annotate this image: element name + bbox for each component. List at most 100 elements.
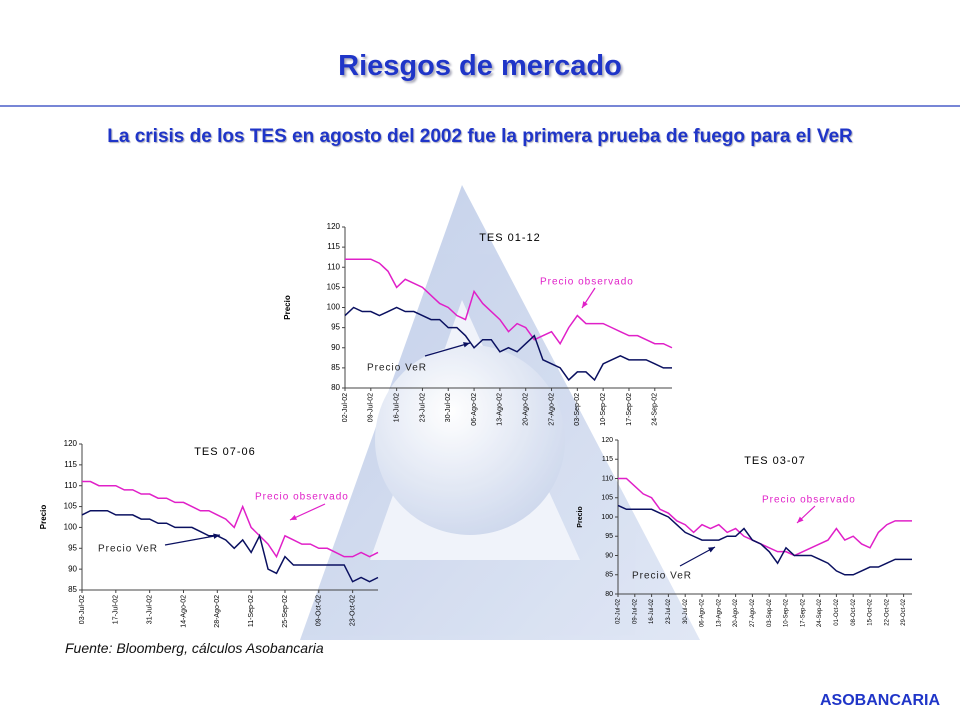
- x-tick-label: 09-Oct-02: [316, 595, 323, 626]
- x-tick-label: 17-Sep-02: [626, 393, 633, 426]
- x-tick-label: 27-Ago-02: [750, 598, 756, 627]
- x-tick-label: 24-Sep-02: [652, 393, 659, 426]
- y-tick-label: 105: [601, 495, 613, 502]
- series-line: [81, 509, 379, 583]
- y-tick-label: 115: [327, 242, 340, 251]
- x-tick-label: 09-Jul-02: [632, 598, 638, 624]
- series-line: [344, 306, 672, 382]
- x-tick-label: 22-Oct-02: [884, 598, 890, 625]
- x-tick-label: 15-Oct-02: [868, 598, 874, 625]
- chart: 85 90 95 100 105 110 115 120 03-Jul-02 17-Jul-02 3…: [39, 439, 379, 628]
- slide-title: Riesgos de mercado: [338, 50, 622, 82]
- y-tick-label: 110: [327, 262, 340, 271]
- x-tick-label: 01-Oct-02: [834, 598, 840, 625]
- y-tick-label: 100: [64, 523, 78, 532]
- x-tick-label: 20-Ago-02: [733, 598, 739, 627]
- y-tick-label: 85: [331, 363, 340, 372]
- x-tick-label: 23-Jul-02: [419, 393, 426, 422]
- y-tick-label: 95: [605, 533, 613, 540]
- x-tick-label: 14-Ago-02: [180, 595, 187, 628]
- x-tick-label: 24-Sep-02: [817, 598, 823, 627]
- arrow-head: [213, 533, 220, 539]
- x-tick-label: 17-Sep-02: [800, 598, 806, 627]
- x-tick-label: 30-Jul-02: [445, 393, 452, 422]
- series-annotation: Precio observado: [762, 495, 856, 506]
- series-line: [345, 258, 673, 349]
- x-tick-label: 03-Jul-02: [79, 595, 86, 624]
- x-tick-label: 23-Oct-02: [349, 595, 356, 626]
- annotation-arrow: [164, 534, 221, 546]
- y-tick-label: 120: [601, 437, 613, 444]
- footer-brand: ASOBANCARIA: [820, 692, 940, 709]
- x-tick-label: 10-Sep-02: [784, 598, 790, 627]
- x-tick-label: 29-Oct-02: [901, 598, 907, 625]
- x-tick-label: 13-Ago-02: [497, 393, 504, 426]
- y-tick-label: 120: [64, 439, 78, 448]
- x-tick-label: 03-Sep-02: [574, 393, 581, 426]
- series-annotation: Precio VeR: [98, 544, 158, 555]
- x-tick-label: 16-Jul-02: [649, 598, 655, 624]
- chart-title: TES 07-06: [194, 446, 256, 458]
- slide-subtitle: La crisis de los TES en agosto del 2002 …: [107, 126, 853, 147]
- y-tick-label: 85: [605, 572, 613, 579]
- series-annotation: Precio VeR: [632, 571, 692, 582]
- arrow-head: [708, 547, 715, 553]
- arrow-head: [290, 514, 297, 520]
- series-annotation: Precio observado: [255, 492, 349, 503]
- x-tick-label: 06-Ago-02: [700, 598, 706, 627]
- y-tick-label: 95: [68, 543, 77, 552]
- y-tick-label: 90: [605, 552, 613, 559]
- y-tick-label: 120: [327, 222, 341, 231]
- annotation-arrow: [424, 342, 471, 357]
- x-tick-label: 08-Oct-02: [851, 598, 857, 625]
- chart-title: TES 01-12: [479, 232, 541, 244]
- y-tick-label: 100: [327, 303, 341, 312]
- source-note: Fuente: Bloomberg, cálculos Asobancaria: [65, 640, 324, 656]
- y-axis-label: Precio: [39, 505, 48, 530]
- series-line: [82, 480, 379, 559]
- series-line: [618, 477, 912, 557]
- y-tick-label: 105: [64, 502, 78, 511]
- logo-sphere: [375, 345, 565, 535]
- x-tick-label: 06-Ago-02: [471, 393, 478, 426]
- y-tick-label: 90: [68, 564, 77, 573]
- logo: [300, 185, 700, 640]
- x-tick-label: 11-Sep-02: [248, 595, 255, 627]
- series-annotation: Precio VeR: [367, 363, 427, 374]
- series-line: [617, 504, 912, 576]
- y-tick-label: 90: [331, 343, 340, 352]
- y-tick-label: 115: [602, 456, 613, 463]
- x-tick-label: 10-Sep-02: [600, 393, 607, 426]
- x-tick-label: 20-Ago-02: [523, 393, 530, 426]
- x-tick-label: 31-Jul-02: [147, 595, 154, 624]
- x-tick-label: 02-Jul-02: [616, 598, 622, 624]
- y-tick-label: 100: [601, 514, 613, 521]
- y-tick-label: 115: [64, 460, 77, 469]
- chart-title: TES 03-07: [744, 455, 806, 467]
- x-tick-label: 16-Jul-02: [393, 393, 400, 422]
- x-tick-label: 09-Jul-02: [368, 393, 375, 422]
- annotation-arrow: [679, 546, 716, 567]
- chart: 80 85 90 95 100 105 110 115 120 02-Jul-02 09-Jul-0…: [283, 222, 673, 426]
- y-tick-label: 105: [327, 282, 341, 291]
- x-tick-label: 27-Ago-02: [548, 393, 555, 426]
- y-tick-label: 85: [68, 585, 77, 594]
- y-tick-label: 110: [602, 475, 613, 482]
- x-tick-label: 28-Ago-02: [214, 595, 221, 628]
- arrow-head: [797, 516, 804, 523]
- x-tick-label: 13-Ago-02: [716, 598, 722, 627]
- y-tick-label: 80: [331, 383, 340, 392]
- y-axis-label: Precio: [283, 295, 292, 320]
- y-tick-label: 95: [331, 323, 340, 332]
- x-tick-label: 25-Sep-02: [282, 595, 289, 628]
- arrow-head: [463, 342, 470, 348]
- x-tick-label: 02-Jul-02: [342, 393, 349, 422]
- arrow-head: [582, 301, 588, 308]
- series-annotation: Precio observado: [540, 277, 634, 288]
- y-tick-label: 80: [605, 591, 613, 598]
- x-tick-label: 03-Sep-02: [767, 598, 773, 627]
- chart: 80 85 90 95 100 105 110 115 120 02-Jul-02 09-Jul-0…: [577, 437, 912, 627]
